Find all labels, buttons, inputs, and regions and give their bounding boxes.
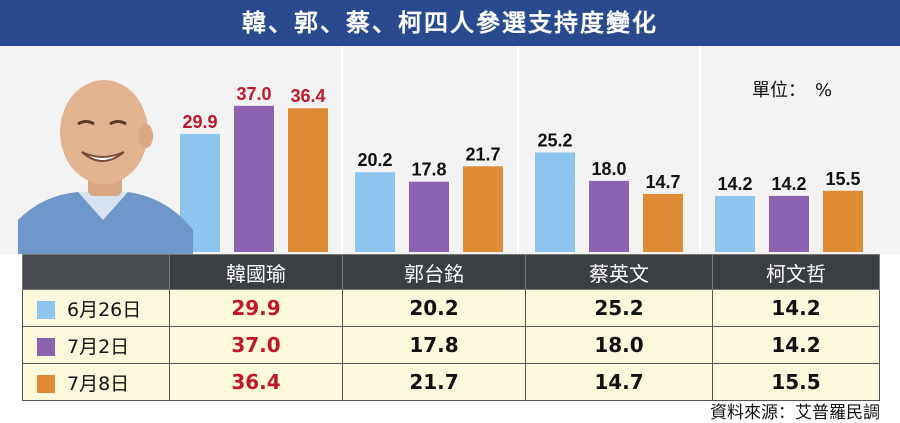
photo-eyes: [77, 120, 127, 126]
table-cell: 14.2: [712, 326, 880, 364]
bar: [234, 105, 274, 252]
table-cell: 15.5: [712, 363, 880, 401]
table-row: 7月8日 36.4 21.7 14.7 15.5: [22, 363, 880, 401]
legend-swatch: [37, 374, 55, 393]
table-row-label: 7月8日: [22, 363, 170, 401]
table-cell: 14.2: [712, 289, 880, 327]
table-cell: 18.0: [525, 326, 713, 364]
bar-value-label: 37.0: [236, 84, 271, 104]
legend-label: 7月8日: [67, 372, 130, 395]
panel-divider: [517, 46, 519, 254]
bar-value-label: 21.7: [465, 144, 500, 164]
legend-label: 7月2日: [67, 335, 130, 358]
bar-value-label: 29.9: [182, 112, 217, 132]
bar: [463, 166, 503, 252]
photo-smile: [81, 151, 125, 162]
table-col-header: 蔡英文: [525, 254, 713, 290]
table-cell: 20.2: [342, 289, 526, 327]
data-table: 韓國瑜 郭台銘 蔡英文 柯文哲 6月26日 29.9 20.2 25.2 14.…: [22, 254, 880, 401]
table-cell: 25.2: [525, 289, 713, 327]
photo-collar: [78, 192, 128, 220]
bar-value-label: 15.5: [825, 169, 860, 189]
photo-head: [60, 80, 148, 184]
bar: [769, 195, 809, 252]
table-row-label: 6月26日: [22, 289, 170, 327]
table-cell: 21.7: [342, 363, 526, 401]
bar: [355, 172, 395, 252]
bar-value-label: 18.0: [591, 159, 626, 179]
bar-value-label: 14.7: [645, 172, 680, 192]
bar: [715, 195, 755, 252]
legend-label: 6月26日: [67, 298, 142, 321]
bar: [535, 152, 575, 252]
bar-value-label: 36.4: [290, 86, 325, 106]
table-cell: 37.0: [169, 326, 343, 364]
person-photo: [18, 80, 193, 254]
table-cell: 36.4: [169, 363, 343, 401]
table-cell: 17.8: [342, 326, 526, 364]
legend-swatch: [37, 337, 55, 356]
table-col-header: 韓國瑜: [169, 254, 343, 290]
panel-divider: [341, 46, 343, 254]
table-corner-cell: [22, 254, 170, 290]
bar-value-label: 20.2: [357, 150, 392, 170]
source-note: 資料來源：艾普羅民調: [710, 403, 880, 423]
bar-chart: 29.9 37.0 36.4 20.2 17.8 21.7 25.2 18.0 14.7 14.2…: [180, 46, 863, 254]
table-col-header: 郭台銘: [342, 254, 526, 290]
table-row-label: 7月2日: [22, 326, 170, 364]
panel-divider: [699, 46, 701, 254]
bar: [589, 180, 629, 252]
bar-value-label: 17.8: [411, 160, 446, 180]
table-header-row: 韓國瑜 郭台銘 蔡英文 柯文哲: [22, 254, 880, 290]
bar: [288, 108, 328, 252]
photo-shirt: [18, 192, 193, 254]
legend-swatch: [37, 300, 55, 319]
table-cell: 29.9: [169, 289, 343, 327]
bar-value-label: 14.2: [717, 174, 752, 194]
table-col-header: 柯文哲: [712, 254, 880, 290]
unit-label: 單位： %: [752, 80, 833, 101]
table-row: 7月2日 37.0 17.8 18.0 14.2: [22, 326, 880, 364]
bar: [643, 193, 683, 252]
title-bar: 韓、郭、蔡、柯四人參選支持度變化: [0, 0, 900, 46]
chart-title: 韓、郭、蔡、柯四人參選支持度變化: [242, 9, 658, 37]
bar: [823, 190, 863, 252]
bar-value-label: 14.2: [771, 174, 806, 194]
bar-value-label: 25.2: [537, 130, 572, 150]
table-row: 6月26日 29.9 20.2 25.2 14.2: [22, 289, 880, 327]
bar: [409, 181, 449, 252]
photo-ear: [139, 124, 153, 148]
table-cell: 14.7: [525, 363, 713, 401]
